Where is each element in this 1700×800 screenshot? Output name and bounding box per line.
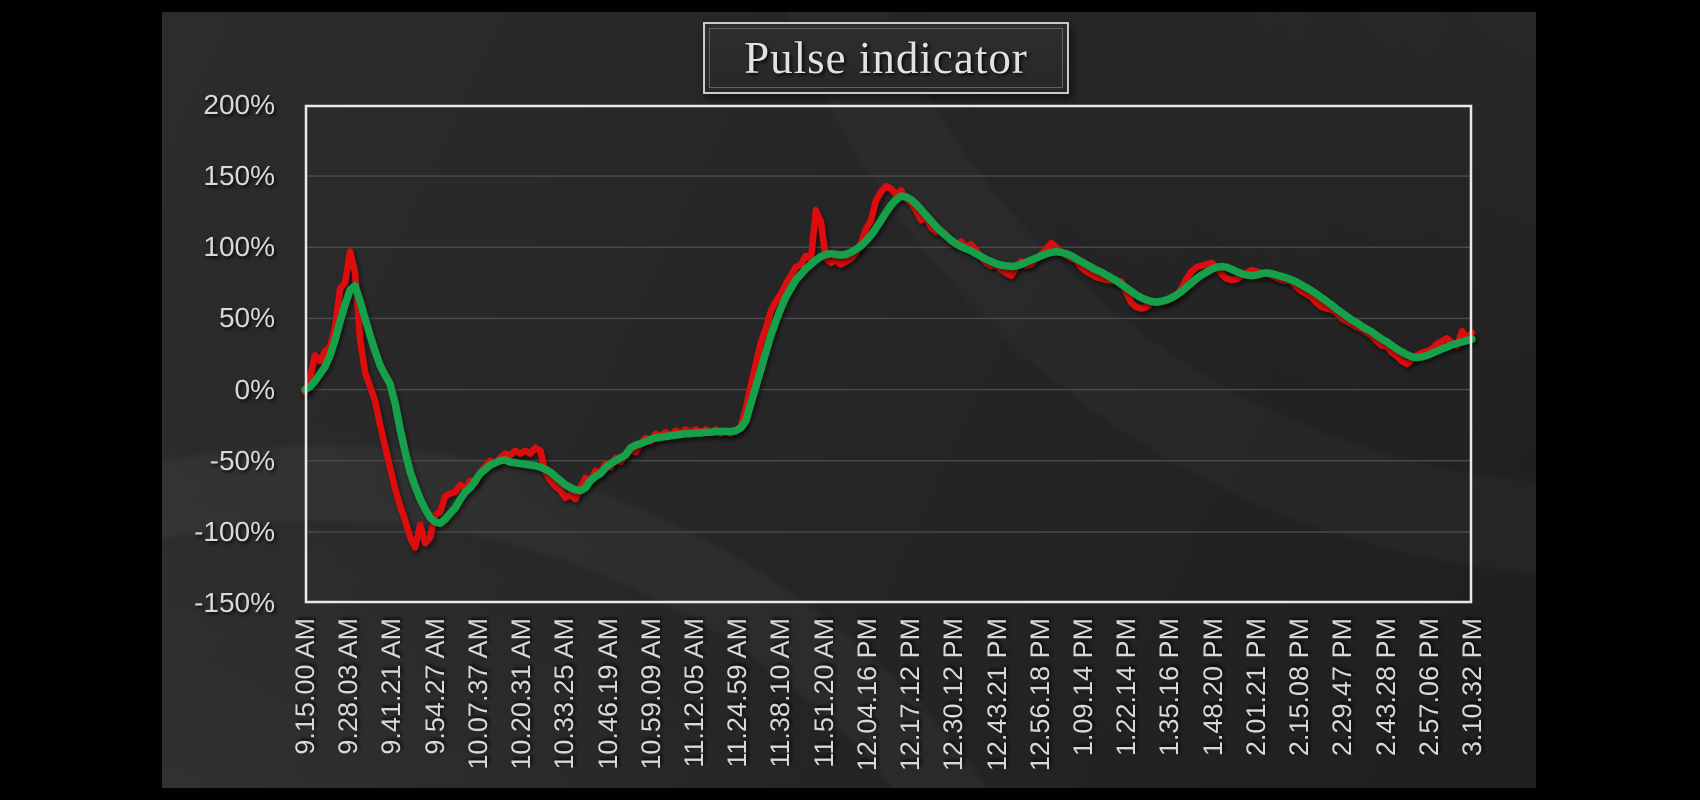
- x-tick-label: 12.17.12 PM: [895, 618, 926, 772]
- plot-border: [304, 104, 1473, 604]
- x-tick-label: 12.30.12 PM: [938, 618, 969, 772]
- x-tick-label: 10.33.25 AM: [549, 618, 580, 770]
- x-tick-label: 10.46.19 AM: [592, 618, 623, 770]
- x-tick-label: 10.59.09 AM: [635, 618, 666, 770]
- chart-slide: Pulse indicator 200% 150% 100% 50% 0% -50% -10…: [162, 12, 1536, 788]
- x-tick-label: 9.54.27 AM: [419, 618, 450, 755]
- y-tick-label: -50%: [209, 444, 275, 476]
- y-tick-label: -100%: [194, 515, 275, 547]
- y-tick-label: 50%: [218, 302, 275, 334]
- x-tick-label: 2.57.06 PM: [1413, 618, 1444, 757]
- x-tick-label: 11.12.05 AM: [679, 618, 709, 768]
- x-tick-label: 1.35.16 PM: [1154, 618, 1185, 757]
- x-tick-label: 3.10.32 PM: [1457, 618, 1487, 757]
- fast-pulse-red-line: [301, 182, 1476, 551]
- y-tick-label: 0%: [234, 373, 275, 405]
- x-tick-label: 9.15.00 AM: [290, 618, 320, 755]
- x-tick-label: 12.56.18 PM: [1024, 618, 1055, 772]
- x-tick-label: 1.09.14 PM: [1068, 618, 1098, 757]
- y-tick-label: 100%: [203, 231, 275, 263]
- y-tick-label: -150%: [194, 587, 275, 618]
- chart-plot: [301, 104, 1476, 604]
- x-tick-label: 9.41.21 AM: [376, 618, 407, 755]
- x-tick-label: 2.15.08 PM: [1284, 618, 1315, 757]
- x-tick-label: 11.24.59 AM: [722, 618, 753, 768]
- y-tick-label: 150%: [203, 160, 275, 192]
- x-tick-label: 10.07.37 AM: [462, 618, 493, 770]
- x-tick-label: 1.48.20 PM: [1197, 618, 1228, 757]
- smoothed-pulse-green-line: [301, 192, 1476, 528]
- x-tick-label: 12.04.16 PM: [851, 618, 882, 772]
- x-tick-label: 11.38.10 AM: [765, 618, 796, 768]
- x-tick-label: 2.01.21 PM: [1240, 618, 1271, 757]
- x-tick-label: 11.51.20 AM: [808, 618, 839, 768]
- chart-title: Pulse indicator: [744, 33, 1028, 83]
- x-tick-label: 1.22.14 PM: [1111, 618, 1142, 757]
- x-tick-label: 9.28.03 AM: [333, 618, 364, 755]
- y-tick-label: 200%: [203, 89, 275, 120]
- x-tick-label: 10.20.31 AM: [506, 618, 537, 770]
- x-tick-label: 2.43.28 PM: [1370, 618, 1401, 757]
- chart-title-box: Pulse indicator: [703, 22, 1069, 94]
- x-tick-label: 2.29.47 PM: [1327, 618, 1358, 757]
- x-tick-label: 12.43.21 PM: [981, 618, 1012, 772]
